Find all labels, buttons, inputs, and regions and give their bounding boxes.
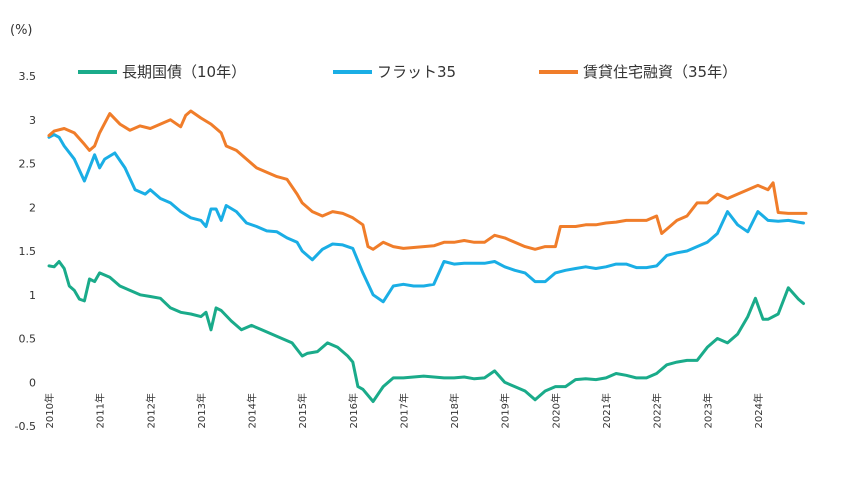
y-tick-label: -0.5: [15, 420, 36, 433]
x-tick-label: 2017年: [397, 393, 410, 428]
legend-label-jgb: 長期国債（10年）: [122, 63, 246, 81]
legend-swatch-jgb: [78, 70, 117, 74]
x-tick-label: 2011年: [94, 393, 107, 428]
y-tick-label: 0.5: [19, 333, 37, 346]
legend-item-rental-loan: 賃貸住宅融資（35年）: [539, 63, 737, 81]
y-tick-label: 0: [29, 376, 36, 389]
legend-item-jgb: 長期国債（10年）: [78, 63, 246, 81]
x-tick-label: 2013年: [195, 393, 208, 428]
x-tick-label: 2016年: [347, 393, 360, 428]
y-tick-label: 2.5: [19, 158, 37, 171]
legend-item-flat35: フラット35: [333, 63, 456, 81]
series-line-flat35: [47, 133, 805, 304]
y-tick-label: 1: [29, 289, 36, 302]
x-tick-label: 2012年: [144, 393, 157, 428]
legend-swatch-rental-loan: [539, 70, 578, 74]
legend-swatch-flat35: [333, 70, 372, 74]
series-line-rental-loan: [47, 109, 808, 251]
x-tick-label: 2023年: [701, 393, 714, 428]
y-tick-label: 3: [29, 114, 36, 127]
series-line-jgb: [47, 260, 805, 403]
unit-label: (%): [10, 23, 33, 38]
legend: 長期国債（10年） フラット35 賃貸住宅融資（35年）: [78, 63, 737, 81]
x-tick-label: 2020年: [549, 393, 562, 428]
y-tick-label: 2: [29, 201, 36, 214]
x-tick-label: 2010年: [43, 393, 56, 428]
x-tick-label: 2022年: [651, 393, 664, 428]
x-tick-label: 2019年: [499, 393, 512, 428]
x-tick-label: 2014年: [246, 393, 259, 428]
y-tick-label: 1.5: [19, 245, 37, 258]
x-tick-label: 2018年: [448, 393, 461, 428]
x-tick-label: 2021年: [600, 393, 613, 428]
y-tick-label: 3.5: [19, 70, 37, 83]
y-axis-ticks: 3.5 3 2.5 2 1.5 1 0.5 0 -0.5: [15, 70, 36, 433]
series-lines: [47, 109, 808, 403]
x-tick-label: 2015年: [296, 393, 309, 428]
legend-label-flat35: フラット35: [377, 63, 456, 81]
x-tick-label: 2024年: [752, 393, 765, 428]
legend-label-rental-loan: 賃貸住宅融資（35年）: [583, 63, 737, 81]
x-axis-ticks: 2010年 2011年 2012年 2013年 2014年 2015年 2016年 2017年…: [43, 393, 765, 428]
